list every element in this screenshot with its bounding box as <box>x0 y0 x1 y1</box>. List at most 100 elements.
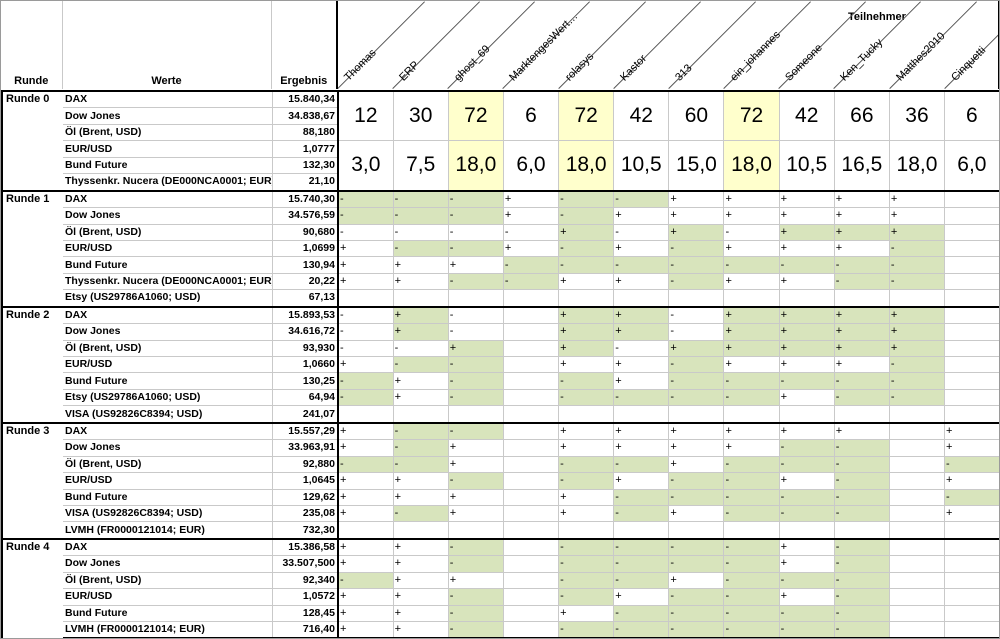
participant-5: rolasys <box>557 1 646 89</box>
prediction-cell <box>447 521 504 540</box>
participant-score: 6,0 <box>502 140 560 192</box>
prediction-cell: - <box>337 323 394 341</box>
prediction-cell <box>833 405 890 424</box>
prediction-cell <box>502 472 560 490</box>
instrument-name: Öl (Brent, USD) <box>63 571 273 590</box>
instrument-name: Dow Jones <box>63 323 273 341</box>
prediction-cell: - <box>558 455 615 474</box>
participant-score: 18,0 <box>447 140 504 192</box>
prediction-cell: + <box>558 223 615 241</box>
prediction-cell: - <box>337 455 394 474</box>
prediction-cell: + <box>558 339 615 358</box>
prediction-cell <box>888 588 946 606</box>
prediction-cell: - <box>778 504 835 523</box>
prediction-cell: + <box>833 323 890 341</box>
table-row: Bund Future 129,62 + + + + - - - - - - <box>2 488 999 506</box>
prediction-cell <box>337 521 394 540</box>
prediction-cell <box>502 504 560 523</box>
prediction-cell <box>944 256 999 274</box>
prediction-cell: - <box>613 488 670 506</box>
prediction-cell: + <box>558 604 615 623</box>
prediction-cell: - <box>337 571 394 590</box>
prediction-cell: + <box>778 323 835 341</box>
table-row: VISA (US92826C8394; USD) 241,07 <box>2 405 999 424</box>
prediction-cell: + <box>337 504 394 523</box>
participant-4: MarktengesWert… <box>502 1 591 89</box>
instrument-result: 235,08 <box>271 504 339 523</box>
table-row: Dow Jones 33.963,91 + - + + + + + - - + <box>2 439 999 457</box>
prediction-cell: + <box>833 207 890 225</box>
prediction-cell: - <box>778 455 835 474</box>
instrument-result: 34.838,67 <box>271 107 339 125</box>
prediction-cell: - <box>613 388 670 407</box>
round-label: Runde 2 <box>1 305 63 423</box>
participant-name: Ken_Tucky <box>838 36 886 84</box>
prediction-cell: - <box>888 355 946 374</box>
prediction-cell <box>502 621 560 638</box>
participant-points: 30 <box>392 90 449 142</box>
table-row: Dow Jones 34.576,59- - - + - + + + + + + <box>2 207 999 225</box>
prediction-cell <box>944 555 999 573</box>
prediction-cell: + <box>668 504 725 523</box>
instrument-result: 67,13 <box>271 289 339 308</box>
prediction-cell: + <box>392 372 449 390</box>
instrument-name: Bund Future <box>63 604 273 623</box>
prediction-cell: + <box>668 421 725 441</box>
prediction-cell: - <box>613 189 670 209</box>
prediction-cell: + <box>392 323 449 341</box>
prediction-cell <box>502 571 560 590</box>
participant-12: Cinquetti <box>943 1 997 89</box>
prediction-cell <box>888 504 946 523</box>
prediction-cell: + <box>668 455 725 474</box>
instrument-name: LVMH (FR0000121014; EUR) <box>63 521 273 540</box>
prediction-cell: - <box>447 388 504 407</box>
instrument-result: 130,25 <box>271 372 339 390</box>
table-row: Dow Jones 34.838,67 <box>2 107 999 125</box>
prediction-cell: + <box>502 189 560 209</box>
prediction-cell: + <box>337 621 394 638</box>
prediction-cell: - <box>833 388 890 407</box>
prediction-cell: + <box>888 207 946 225</box>
prediction-cell: - <box>668 272 725 291</box>
prediction-cell: - <box>613 339 670 358</box>
instrument-result: 15.386,58 <box>271 537 339 557</box>
prediction-cell: + <box>558 272 615 291</box>
prediction-cell: - <box>392 207 449 225</box>
prediction-cell: + <box>558 488 615 506</box>
prediction-cell: + <box>558 439 615 457</box>
prediction-cell: - <box>833 472 890 490</box>
instrument-name: EUR/USD <box>63 140 273 158</box>
prediction-cell <box>668 289 725 308</box>
prediction-cell <box>613 289 670 308</box>
prediction-cell: + <box>833 223 890 241</box>
instrument-name: Öl (Brent, USD) <box>63 339 273 358</box>
prediction-cell: + <box>558 504 615 523</box>
instrument-name: EUR/USD <box>63 239 273 258</box>
instrument-result: 33.963,91 <box>271 439 339 457</box>
table-row: Öl (Brent, USD) 93,930- - + + - + + + + + <box>2 339 999 358</box>
participant-name: Matthes2010 <box>893 30 948 84</box>
prediction-cell: + <box>888 305 946 325</box>
prediction-cell <box>888 604 946 623</box>
prediction-cell <box>502 355 560 374</box>
prediction-cell: + <box>613 305 670 325</box>
prediction-cell: + <box>723 305 780 325</box>
prediction-cell <box>778 289 835 308</box>
prediction-cell <box>502 555 560 573</box>
ergebnis-header: Ergebnis <box>271 1 338 89</box>
prediction-cell: + <box>392 472 449 490</box>
prediction-cell: - <box>668 256 725 274</box>
prediction-cell: - <box>723 588 780 606</box>
prediction-cell: - <box>668 472 725 490</box>
prediction-cell: + <box>613 355 670 374</box>
prediction-cell: - <box>944 488 999 506</box>
instrument-name: Etsy (US29786A1060; USD) <box>63 289 273 308</box>
instrument-result: 130,94 <box>271 256 339 274</box>
prediction-cell <box>944 272 999 291</box>
prediction-cell <box>944 339 999 358</box>
prediction-cell: - <box>833 504 890 523</box>
prediction-cell: + <box>888 323 946 341</box>
participant-6: Kastor <box>613 1 701 89</box>
prediction-cell: + <box>613 207 670 225</box>
table-row: LVMH (FR0000121014; EUR) 716,40 + + - - - - - - - <box>2 621 999 638</box>
